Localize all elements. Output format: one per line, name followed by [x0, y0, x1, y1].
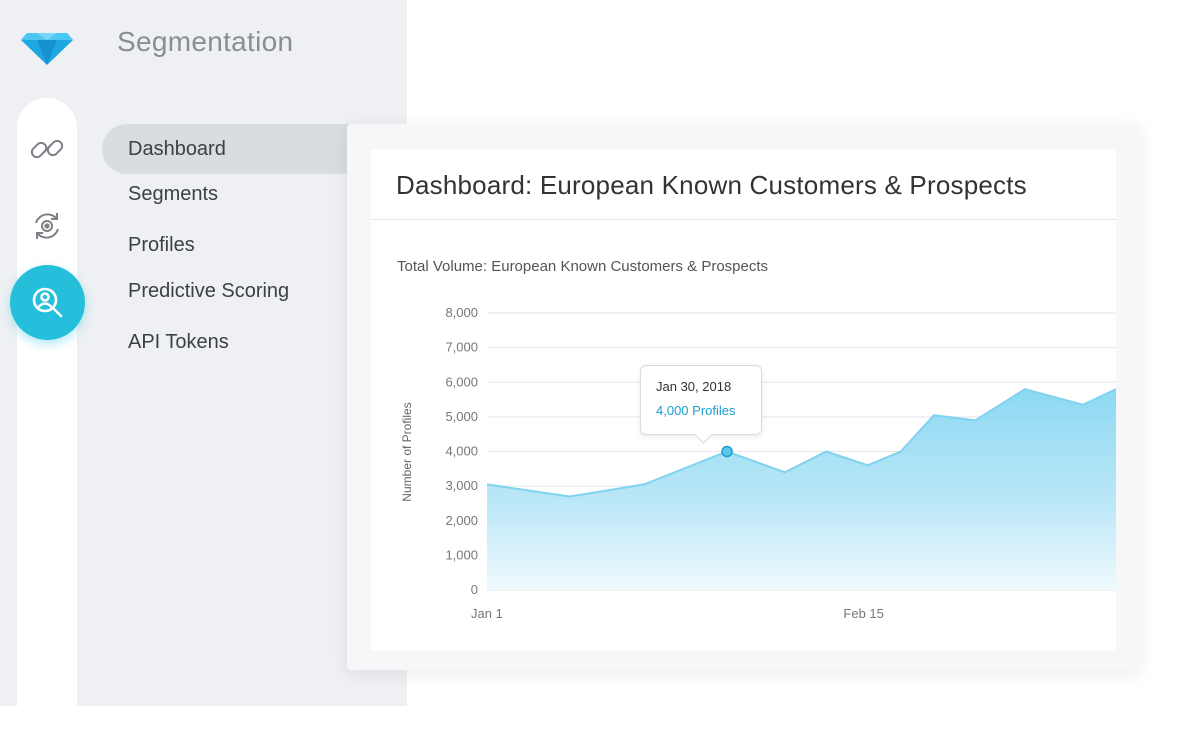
y-tick-label: 1,000	[445, 547, 478, 562]
tooltip-value: 4,000 Profiles	[656, 403, 736, 418]
series-area	[487, 389, 1116, 590]
nav-item-label: Segments	[128, 182, 219, 205]
nav-item-dashboard[interactable]: Dashboard	[102, 124, 362, 174]
y-tick-label: 5,000	[445, 409, 478, 424]
app-title: Segmentation	[117, 26, 294, 57]
link-icon[interactable]	[29, 131, 65, 167]
gear-sync-icon[interactable]	[29, 208, 65, 244]
y-tick-label: 0	[471, 582, 478, 597]
chart-title: Total Volume: European Known Customers &…	[397, 258, 769, 275]
y-tick-label: 6,000	[445, 374, 478, 389]
highlight-point[interactable]	[721, 445, 733, 458]
y-tick-label: 2,000	[445, 513, 478, 528]
y-tick-label: 7,000	[445, 340, 478, 355]
x-tick-label: Feb 15	[843, 606, 883, 621]
nav-item-predictive-scoring[interactable]: Predictive Scoring	[102, 266, 362, 316]
chart-tooltip: Jan 30, 2018 4,000 Profiles	[640, 365, 762, 435]
nav-item-api-tokens[interactable]: API Tokens	[102, 317, 362, 367]
x-tick-label: Jan 1	[471, 606, 503, 621]
area-chart: 0 1,000 2,000 3,000 4,000 5,000 6,000 7,000 8,00…	[400, 305, 1116, 621]
y-tick-label: 8,000	[445, 305, 478, 320]
y-axis-label: Number of Profiles	[400, 402, 414, 501]
user-search-icon[interactable]	[10, 265, 85, 340]
nav-item-label: Dashboard	[128, 137, 226, 160]
y-tick-label: 3,000	[445, 478, 478, 493]
nav-item-segments[interactable]: Segments	[102, 169, 362, 219]
nav-item-label: Profiles	[128, 233, 195, 256]
diamond-logo-icon[interactable]	[21, 27, 73, 65]
y-tick-label: 4,000	[445, 444, 478, 459]
nav-item-label: Predictive Scoring	[128, 279, 290, 302]
series-line	[486, 388, 1116, 498]
nav-item-profiles[interactable]: Profiles	[102, 220, 362, 270]
icon-rail	[17, 98, 77, 738]
title-divider	[371, 219, 1116, 220]
tooltip-date: Jan 30, 2018	[656, 379, 732, 394]
dashboard-title: Dashboard: European Known Customers & Pr…	[396, 170, 1027, 200]
left-panel: Segmentation Dashboard	[0, 0, 407, 738]
nav-item-label: API Tokens	[128, 330, 229, 353]
